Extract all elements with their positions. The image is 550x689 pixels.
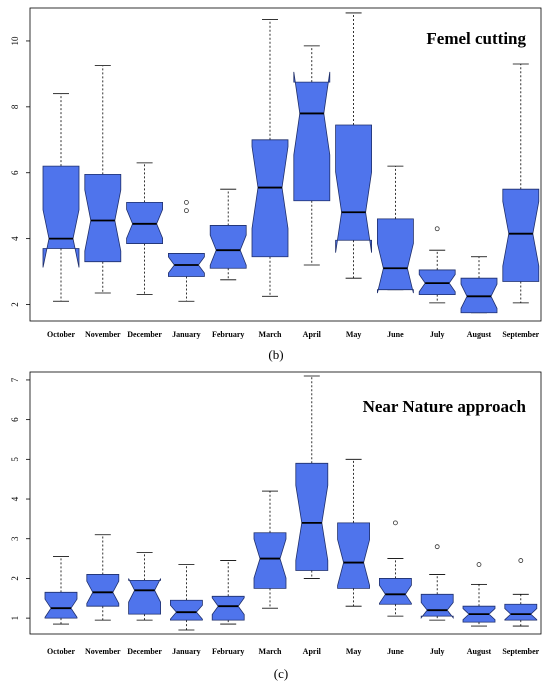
outlier-point [434,544,440,550]
x-category-label: January [172,330,200,339]
y-tick-label: 4 [10,236,20,241]
y-tick-label: 1 [10,616,20,621]
outlier-point [183,199,189,205]
panel-near-nature-approach: Near Nature approach (c) 1 2 3 4 5 6 7 October N… [10,371,542,681]
box-november [86,574,120,607]
x-category-label: August [467,330,492,339]
box-may [335,124,373,253]
y-tick-label: 3 [10,536,20,541]
x-category-label: January [172,647,200,656]
box-july [420,593,454,619]
outlier-point [518,558,524,563]
x-category-label: October [47,647,75,656]
plot-frame [29,371,542,635]
panel-caption: (b) [268,347,283,362]
box-june [378,578,412,605]
plot-frame [29,7,542,322]
x-category-label: May [346,647,362,656]
x-category-label: April [303,647,322,656]
x-category-label: August [467,647,492,656]
box-october [44,591,78,619]
x-category-label: February [212,330,244,339]
outlier-point [476,562,482,567]
y-tick-label: 4 [10,496,20,501]
box-february [209,225,247,269]
x-category-label: October [47,330,75,339]
chart-title: Femel cutting [426,29,526,48]
box-january [169,599,203,621]
box-march [253,532,287,589]
outlier-point [392,520,398,526]
box-november [84,173,122,263]
box-september [504,603,538,621]
panel-caption: (c) [274,666,288,681]
x-category-label: June [387,330,404,339]
x-category-label: April [303,330,322,339]
x-category-label: September [502,330,539,339]
y-tick-label: 2 [10,302,20,307]
x-category-label: March [259,330,283,339]
box-december [128,578,162,615]
x-category-label: July [430,647,445,656]
x-category-label: December [127,330,162,339]
x-category-label: September [502,647,539,656]
box-may [337,522,371,589]
y-tick-label: 10 [10,36,20,46]
y-tick-label: 2 [10,576,20,581]
y-tick-label: 6 [10,417,20,422]
box-october [42,165,80,268]
y-tick-label: 7 [10,377,20,382]
y-tick-label: 8 [10,104,20,109]
outlier-point [434,226,440,232]
x-category-label: May [346,330,362,339]
box-june [376,218,414,294]
x-category-label: February [212,647,244,656]
chart-title: Near Nature approach [363,397,527,416]
box-april [295,462,329,571]
box-april [293,71,331,202]
box-march [251,139,289,258]
box-september [502,188,540,282]
x-category-label: December [127,647,162,656]
x-category-label: March [259,647,283,656]
x-category-label: November [85,647,121,656]
outlier-point [183,208,189,214]
box-february [211,595,245,621]
x-category-label: July [430,330,445,339]
x-category-label: November [85,330,121,339]
y-tick-label: 6 [10,170,20,175]
panel-femel-cutting: Femel cutting (b) 2 4 6 8 10 October November D… [10,7,542,362]
y-tick-label: 5 [10,457,20,462]
x-category-label: June [387,647,404,656]
